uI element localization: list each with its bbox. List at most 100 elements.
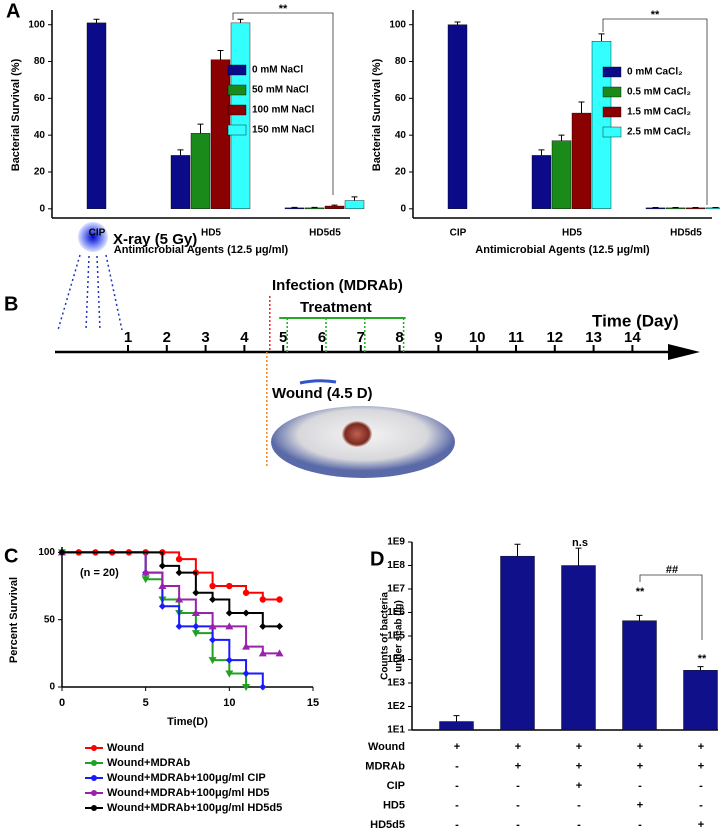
condition-mark: +: [576, 741, 582, 753]
survival-step: [195, 632, 214, 661]
y-tick-label: 1E2: [387, 701, 405, 712]
y-tick-label: 0: [49, 682, 55, 693]
error-bar: [558, 134, 565, 141]
legend-label: 100 mM NaCl: [252, 105, 314, 116]
bar: [344, 200, 365, 209]
survival-step: [179, 598, 197, 613]
bar: [324, 205, 345, 209]
survival-step: [246, 672, 264, 687]
y-tick-label: 1E8: [387, 560, 405, 571]
error-bar: [575, 547, 582, 566]
legend-label: 0 mM NaCl: [252, 65, 303, 76]
day-label: 10: [469, 329, 486, 346]
legend-label: Wound+MDRAb: [107, 757, 190, 769]
marker: [191, 630, 200, 638]
marker: [259, 596, 266, 603]
legend-marker: [91, 760, 97, 766]
marker: [208, 657, 217, 665]
error-bar: [598, 33, 605, 42]
survival-step: [162, 564, 181, 573]
y-tick-label: 50: [44, 614, 56, 625]
annotation: (n = 20): [80, 567, 119, 579]
survival-step: [212, 598, 231, 613]
legend-label: 150 mM NaCl: [252, 125, 314, 136]
condition-mark: -: [455, 819, 459, 828]
marker: [242, 642, 251, 650]
day-label: 2: [163, 329, 171, 346]
y-tick-label: 100: [38, 547, 55, 558]
condition-mark: +: [515, 760, 521, 772]
x-tick-label: 5: [143, 697, 149, 709]
x-axis-label: Time(D): [167, 716, 208, 728]
condition-mark: +: [698, 741, 704, 753]
bracket: [602, 18, 708, 205]
y-tick-label: 80: [34, 56, 46, 67]
condition-mark: +: [576, 780, 582, 792]
survival-step: [145, 571, 164, 587]
condition-mark: -: [577, 799, 581, 811]
annotation: **: [636, 586, 645, 598]
x-tick-label: HD5d5: [309, 228, 341, 239]
wound-photo: [342, 421, 372, 447]
error-bar: [197, 123, 204, 134]
y-tick-label: 40: [395, 130, 407, 141]
day-label: 6: [318, 329, 326, 346]
legend-label: 0 mM CaCl₂: [627, 67, 683, 78]
marker: [226, 582, 233, 590]
treatment-label: Treatment: [300, 299, 372, 316]
annotation: **: [651, 9, 660, 21]
panel-label: A: [6, 0, 20, 22]
legend-label: Wound: [107, 742, 144, 754]
marker: [259, 622, 267, 630]
error-bar: [351, 196, 358, 201]
y-tick-label: 0: [400, 203, 406, 214]
y-tick-label: 60: [395, 93, 407, 104]
survival-step: [179, 571, 197, 593]
day-label: 1: [124, 329, 132, 346]
xray-beams: [57, 254, 123, 331]
marker: [258, 649, 267, 657]
legend-label: 2.5 mM CaCl₂: [627, 127, 691, 138]
xray-source: [78, 222, 108, 252]
bar: [591, 41, 612, 209]
error-bar: [454, 21, 461, 25]
error-bar: [636, 614, 643, 621]
day-label: 3: [201, 329, 209, 346]
legend-label: Wound+MDRAb+100μg/ml HD5d5: [107, 802, 282, 814]
survival-step: [179, 611, 197, 634]
survival-step: [162, 585, 181, 600]
condition-mark: -: [455, 760, 459, 772]
error-bar: [237, 18, 244, 23]
error-bar: [217, 49, 224, 60]
error-bar: [177, 149, 184, 156]
survival-step: [62, 551, 164, 566]
y-tick-label: 40: [34, 130, 46, 141]
survival-step: [212, 638, 231, 661]
y-tick-label: 80: [395, 56, 407, 67]
x-tick-label: HD5d5: [670, 228, 702, 239]
condition-mark: +: [637, 741, 643, 753]
marker: [225, 609, 233, 617]
x-tick-label: 15: [307, 697, 319, 709]
x-tick-label: 10: [223, 697, 235, 709]
marker: [175, 595, 184, 603]
condition-label: HD5: [383, 799, 405, 811]
legend-marker: [91, 790, 97, 796]
y-tick-label: 20: [34, 167, 46, 178]
x-tick-label: HD5: [201, 228, 221, 239]
bar: [284, 207, 305, 210]
panel-label: C: [4, 545, 18, 567]
y-tick-label: 1E1: [387, 725, 405, 736]
bar: [190, 133, 211, 209]
condition-label: CIP: [387, 780, 405, 792]
condition-mark: +: [698, 819, 704, 828]
survival-step: [195, 611, 214, 627]
error-bar: [697, 666, 704, 671]
day-label: 4: [240, 329, 249, 346]
y-tick-label: 100: [389, 19, 406, 30]
marker: [276, 596, 283, 603]
condition-label: HD5d5: [370, 819, 405, 828]
bar: [230, 22, 251, 209]
marker: [175, 569, 183, 577]
legend-swatch: [602, 106, 622, 118]
